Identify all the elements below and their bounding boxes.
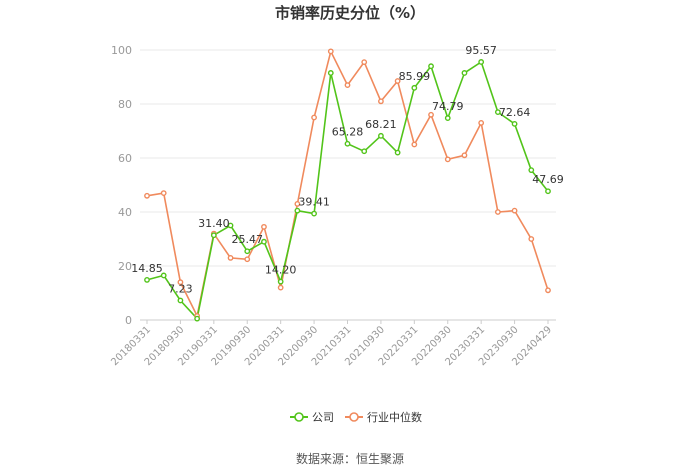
data-label: 65.28 <box>332 126 364 139</box>
data-point <box>294 200 301 207</box>
data-label: 31.40 <box>198 217 230 230</box>
data-point <box>394 78 401 84</box>
data-label: 14.20 <box>265 264 297 277</box>
legend-swatch-marker <box>294 412 304 422</box>
data-point <box>528 236 535 242</box>
data-point <box>478 120 485 126</box>
series-line-company <box>146 60 549 321</box>
data-point <box>327 70 334 76</box>
data-point <box>144 192 150 199</box>
data-point <box>545 188 551 195</box>
data-point <box>160 272 167 279</box>
data-point <box>494 209 501 215</box>
data-point <box>528 167 535 174</box>
x-axis-ticks: 2018033120180930201903312019093020200331… <box>109 320 554 368</box>
grid <box>140 49 556 321</box>
data-point <box>545 287 551 294</box>
data-point <box>277 284 284 291</box>
data-label: 74.79 <box>432 100 464 113</box>
data-point <box>277 278 284 285</box>
data-point <box>177 279 184 286</box>
chart-title: 市销率历史分位（%） <box>275 4 425 22</box>
data-point <box>160 190 167 197</box>
data-point <box>361 148 368 155</box>
data-point <box>194 315 201 322</box>
data-point <box>461 152 468 159</box>
data-point <box>378 132 384 139</box>
legend[interactable]: 公司 行业中位数 <box>290 410 422 424</box>
data-label: 95.57 <box>465 44 497 57</box>
y-tick-label: 60 <box>118 152 132 165</box>
y-axis-ticks: 0 20 40 60 80 100 <box>111 44 132 327</box>
data-point <box>244 256 251 263</box>
data-label: 25.47 <box>232 233 264 246</box>
y-tick-label: 100 <box>111 44 132 57</box>
data-point <box>494 109 501 116</box>
y-tick-label: 20 <box>118 260 132 273</box>
data-point <box>511 120 518 127</box>
data-point <box>311 210 317 217</box>
data-point <box>344 140 351 147</box>
legend-item[interactable]: 行业中位数 <box>345 410 422 424</box>
legend-swatch-marker <box>349 412 359 422</box>
legend-label: 公司 <box>312 411 334 424</box>
data-label: 7.23 <box>168 282 193 295</box>
data-label: 72.64 <box>499 106 531 119</box>
data-point <box>227 254 234 261</box>
data-point <box>210 232 217 239</box>
data-point <box>327 48 334 55</box>
data-label: 14.85 <box>131 262 163 275</box>
y-tick-label: 40 <box>118 206 132 219</box>
data-point <box>444 115 451 121</box>
series-line-industry <box>146 49 549 319</box>
y-tick-label: 0 <box>125 314 132 327</box>
data-point <box>311 114 317 121</box>
data-point <box>361 59 368 66</box>
series-lines <box>146 49 549 321</box>
data-label: 85.99 <box>399 70 431 83</box>
data-point <box>411 84 418 91</box>
data-point <box>144 277 150 283</box>
data-point <box>344 82 351 89</box>
data-point <box>428 63 434 70</box>
data-point <box>261 223 267 230</box>
y-tick-label: 80 <box>118 98 132 111</box>
data-label: 47.69 <box>532 173 564 186</box>
data-point <box>444 156 451 163</box>
data-point <box>511 207 518 214</box>
data-point <box>461 70 468 76</box>
data-label: 68.21 <box>365 118 397 131</box>
data-point <box>428 111 434 118</box>
data-point <box>411 141 418 148</box>
data-point <box>177 297 184 304</box>
data-point <box>478 59 485 65</box>
data-label: 39.41 <box>298 196 330 209</box>
legend-label: 行业中位数 <box>367 410 422 424</box>
source-note: 数据来源：恒生聚源 <box>296 451 404 466</box>
data-point <box>294 207 301 214</box>
series-points <box>144 48 551 322</box>
data-point <box>261 238 267 245</box>
data-point <box>227 222 234 229</box>
data-point <box>394 149 401 156</box>
legend-item[interactable]: 公司 <box>290 411 334 424</box>
data-point <box>244 248 251 255</box>
data-point <box>378 98 384 105</box>
